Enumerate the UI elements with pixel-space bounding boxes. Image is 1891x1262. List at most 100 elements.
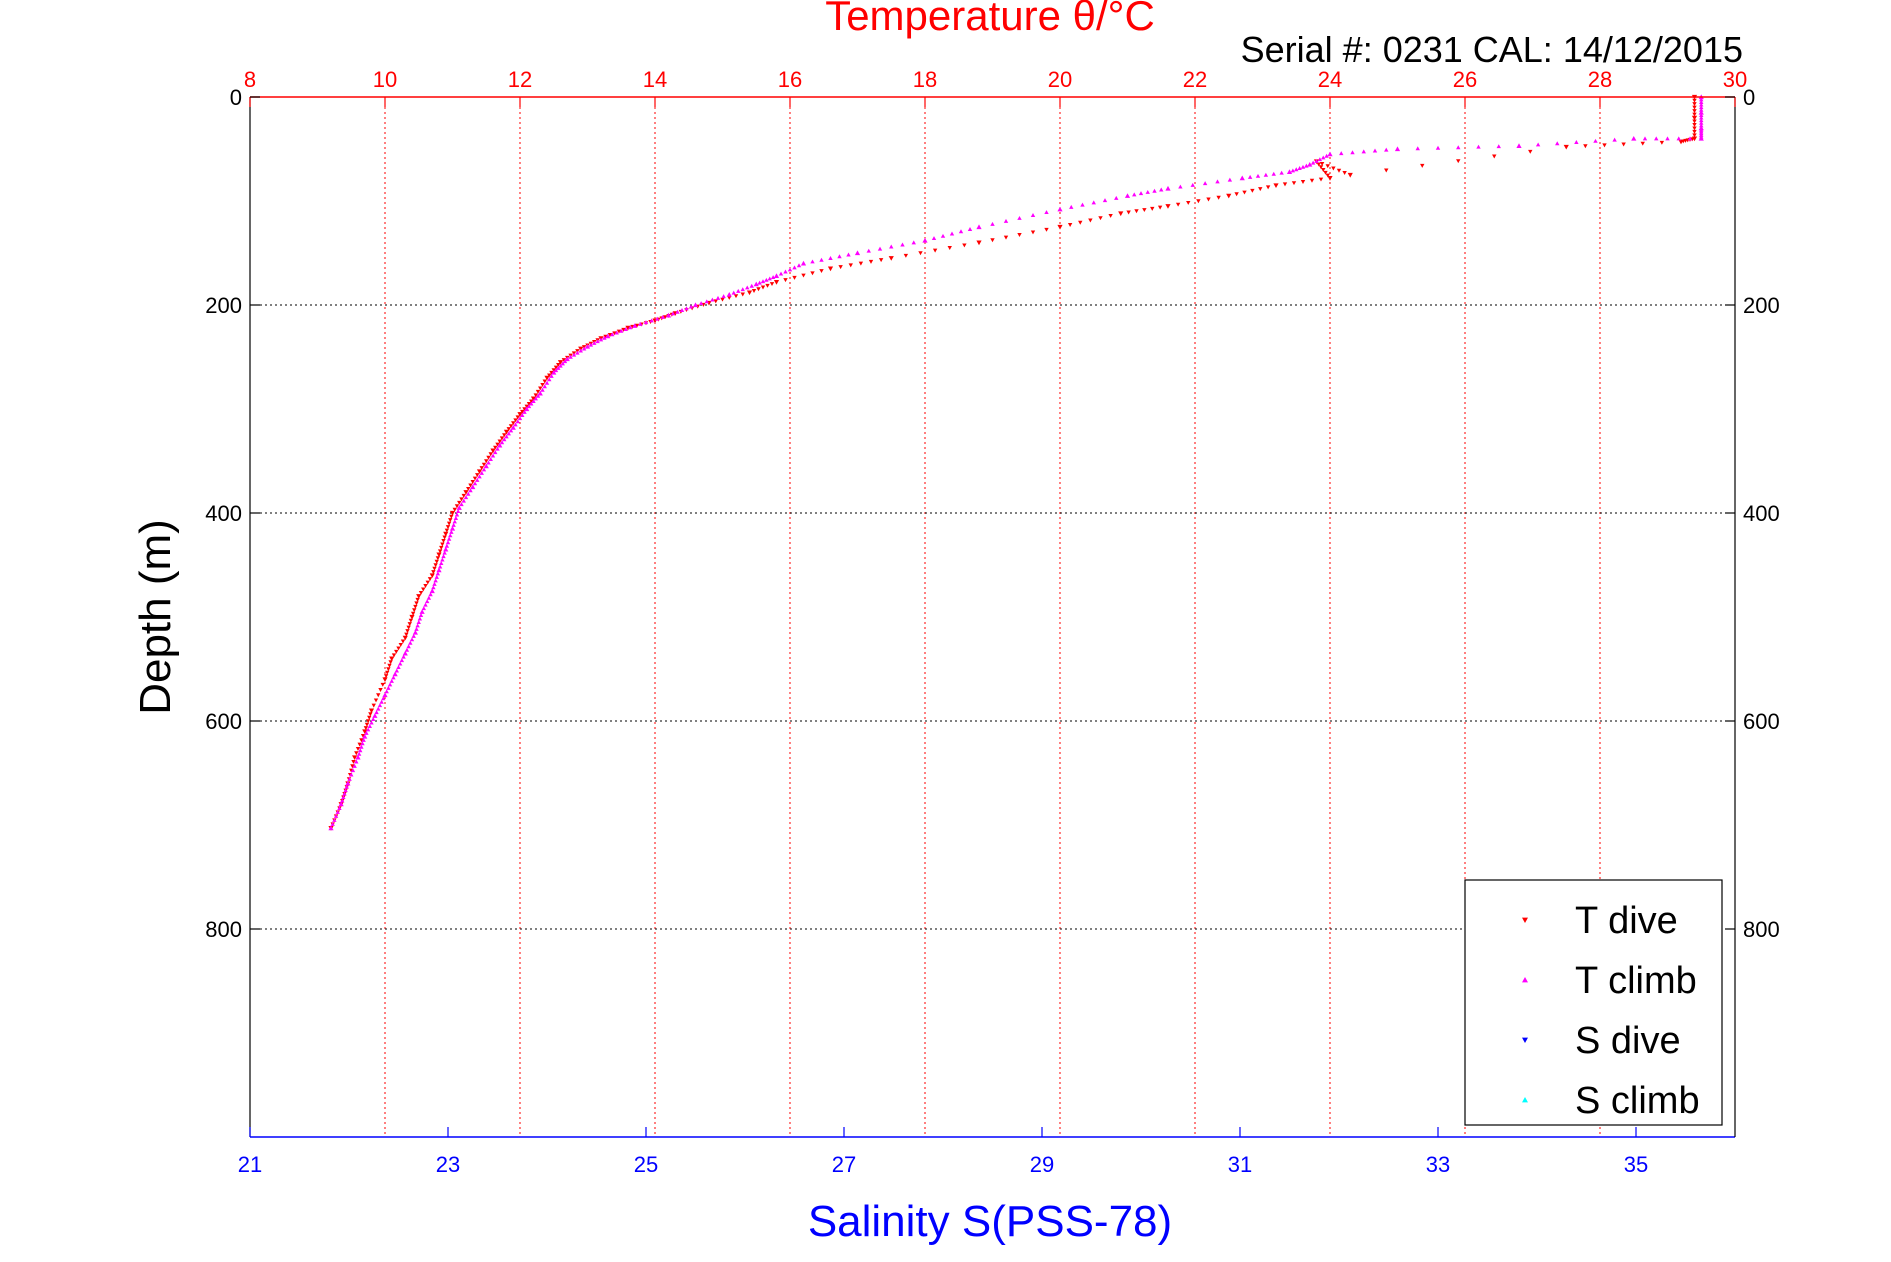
depth-tick-label-left: 600 (205, 709, 242, 734)
salinity-tick-label: 23 (436, 1152, 460, 1177)
data-point-t-dive (389, 656, 395, 662)
data-point-t-dive (533, 393, 538, 398)
data-point-t-climb (335, 809, 340, 814)
data-point-t-climb (439, 561, 444, 566)
data-point-t-dive (359, 738, 364, 743)
depth-tick-label-right: 600 (1743, 709, 1780, 734)
data-point-t-climb (358, 748, 363, 753)
data-point-t-climb (1044, 210, 1049, 215)
legend-box (1464, 879, 1723, 1126)
data-point-t-climb (342, 791, 347, 796)
data-point-t-climb (1310, 160, 1316, 165)
data-point-t-dive (1456, 159, 1461, 164)
data-point-t-climb (846, 252, 851, 257)
data-point-t-climb (1091, 200, 1096, 205)
data-point-t-dive (1336, 168, 1342, 173)
data-point-t-climb (745, 285, 750, 290)
data-point-t-climb (564, 356, 570, 362)
data-point-t-dive (452, 507, 457, 512)
data-point-t-climb (397, 661, 403, 666)
data-point-t-climb (394, 668, 400, 673)
data-point-t-climb (578, 348, 583, 353)
data-point-t-climb (778, 271, 784, 276)
data-point-t-climb (1574, 140, 1579, 144)
data-point-t-climb (426, 595, 432, 600)
data-point-t-climb (649, 318, 654, 323)
x-axis-title-salinity: Salinity S(PSS-78) (808, 1197, 1172, 1246)
data-point-t-climb (1654, 136, 1659, 141)
data-point-t-dive (461, 493, 466, 498)
data-point-t-climb (877, 246, 883, 251)
salinity-tick-label: 27 (832, 1152, 856, 1177)
data-point-t-dive (425, 580, 430, 585)
data-point-t-climb (522, 409, 527, 414)
data-point-t-climb (493, 450, 498, 455)
data-point-t-dive (408, 618, 414, 623)
data-point-t-dive (503, 429, 510, 435)
data-point-t-dive (1602, 143, 1607, 148)
legend-marker (1522, 977, 1528, 983)
data-point-t-dive (383, 674, 389, 679)
data-point-t-dive (810, 271, 815, 276)
data-point-t-climb (757, 280, 762, 285)
data-point-t-climb (463, 495, 469, 500)
data-point-t-climb (531, 399, 536, 403)
data-point-t-climb (1394, 146, 1401, 152)
data-point-t-dive (888, 256, 894, 261)
data-point-t-climb (731, 290, 736, 295)
data-point-t-climb (470, 484, 476, 490)
data-point-t-climb (553, 368, 559, 373)
data-point-t-climb (341, 795, 346, 800)
data-point-t-climb (749, 283, 754, 288)
data-point-t-dive (506, 427, 511, 432)
data-point-t-climb (424, 599, 430, 604)
depth-tick-label-right: 800 (1743, 917, 1780, 942)
data-point-t-dive (378, 688, 383, 692)
data-point-t-climb (692, 302, 699, 308)
data-point-t-dive (360, 733, 366, 738)
data-point-t-dive (508, 424, 514, 429)
data-point-t-climb (1017, 215, 1022, 220)
chart-subtitle: Serial #: 0231 CAL: 14/12/2015 (1241, 29, 1743, 70)
data-point-t-climb (340, 798, 345, 803)
data-point-t-dive (388, 660, 393, 665)
data-point-t-dive (932, 248, 938, 253)
data-point-t-climb (1699, 123, 1704, 128)
data-point-t-climb (715, 295, 721, 300)
data-point-t-climb (1190, 182, 1195, 187)
data-point-t-climb (623, 327, 628, 332)
data-point-t-dive (418, 590, 424, 595)
data-point-t-climb (1239, 175, 1245, 181)
data-point-t-dive (442, 535, 447, 540)
data-point-t-climb (1114, 195, 1119, 200)
data-point-t-dive (769, 282, 775, 287)
data-point-t-dive (1206, 197, 1211, 202)
data-point-t-dive (407, 622, 412, 627)
data-point-t-climb (347, 776, 352, 781)
data-point-t-climb (619, 328, 624, 333)
data-point-t-dive (1563, 144, 1569, 150)
data-point-t-climb (477, 474, 482, 479)
data-point-t-climb (1687, 136, 1693, 141)
data-point-t-dive (1384, 168, 1389, 173)
data-point-t-dive (616, 329, 622, 334)
data-point-t-climb (445, 540, 451, 545)
data-point-t-dive (449, 510, 456, 516)
data-point-t-dive (432, 566, 437, 571)
data-point-t-dive (535, 389, 541, 394)
data-point-t-climb (415, 623, 420, 628)
data-point-t-climb (610, 332, 615, 337)
data-point-t-climb (1631, 136, 1637, 141)
y-axis-title: Depth (m) (131, 519, 180, 715)
data-point-t-dive (848, 263, 853, 268)
data-point-t-dive (459, 497, 464, 502)
data-point-t-climb (675, 309, 680, 314)
data-point-t-climb (449, 529, 454, 534)
data-points (328, 94, 1704, 831)
data-point-t-dive (1300, 180, 1306, 184)
data-point-t-dive (406, 625, 411, 630)
data-point-t-climb (922, 237, 928, 243)
data-point-t-dive (350, 764, 355, 769)
data-point-t-climb (461, 498, 466, 503)
data-point-t-dive (547, 373, 552, 378)
